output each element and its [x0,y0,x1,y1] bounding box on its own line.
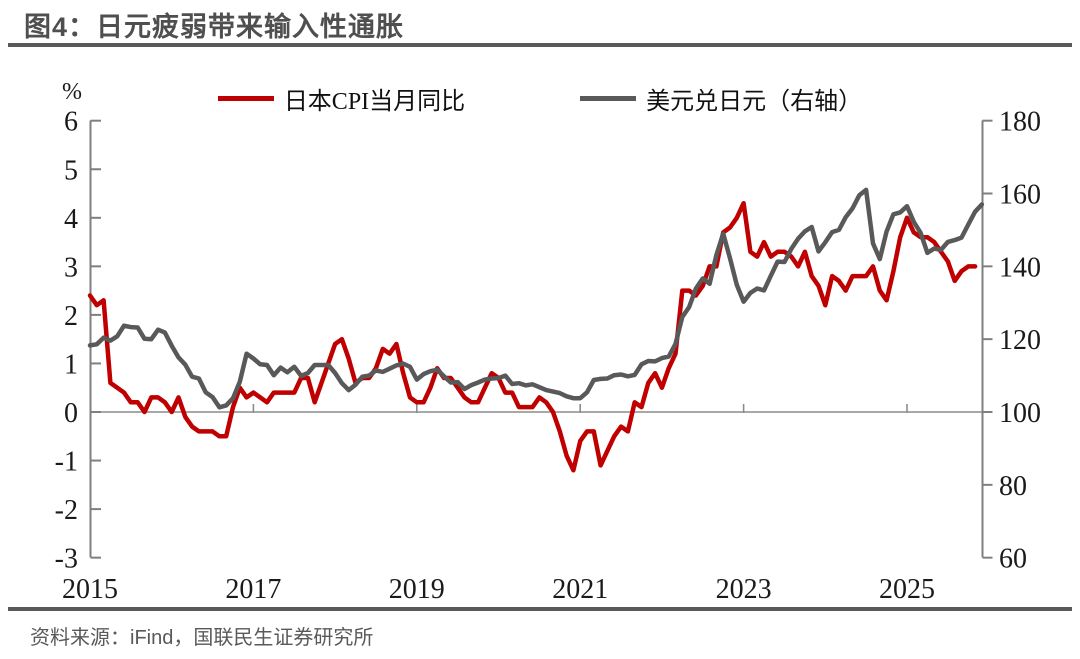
chart-legend: 日本CPI当月同比 美元兑日元（右轴） [0,81,1080,116]
series-line-usdjpy [87,187,985,410]
x-axis-tick-label: 2021 [552,574,608,605]
left-axis-tick-label: -2 [55,495,78,526]
left-axis-tick-label: 2 [64,301,78,332]
x-axis-tick-label: 2023 [716,574,772,605]
left-axis-tick-label: 0 [64,398,78,429]
left-axis-tick-label: 4 [64,204,78,235]
legend-label-usdjpy: 美元兑日元（右轴） [646,89,863,115]
x-axis-tick-label: 2019 [389,574,445,605]
left-axis-tick-label: 5 [64,155,78,186]
source-note: 资料来源：iFind，国联民生证券研究所 [30,627,374,649]
left-axis-tick-label: -1 [55,447,78,478]
bottom-divider [8,607,1072,611]
right-axis-tick-label: 180 [999,107,1041,138]
legend-item-usdjpy: 美元兑日元（右轴） [580,81,862,116]
right-axis-tick-label: 120 [999,325,1041,356]
right-axis-tick-label: 160 [999,180,1041,211]
right-axis-tick-label: 80 [999,471,1027,502]
legend-item-cpi: 日本CPI当月同比 [217,81,466,116]
right-axis-tick-label: 140 [999,252,1041,283]
x-axis-tick-label: 2015 [62,574,118,605]
right-axis-tick-label: 60 [999,544,1027,575]
left-axis-unit-label: % [62,79,82,105]
legend-label-cpi: 日本CPI当月同比 [283,89,466,115]
x-axis-tick-label: 2017 [225,574,281,605]
series-line-japan-cpi [87,200,978,473]
legend-line-usdjpy-icon [580,96,637,101]
right-axis-tick-label: 100 [999,398,1041,429]
left-axis-tick-label: -3 [55,544,78,575]
x-axis-tick-label: 2025 [879,574,935,605]
legend-line-cpi-icon [217,96,274,101]
figure-title: 图4：日元疲弱带来输入性通胀 [24,12,405,42]
left-axis-tick-label: 1 [64,349,78,380]
left-axis-tick-label: 3 [64,252,78,283]
left-axis-tick-label: 6 [64,107,78,138]
title-divider [8,43,1072,47]
